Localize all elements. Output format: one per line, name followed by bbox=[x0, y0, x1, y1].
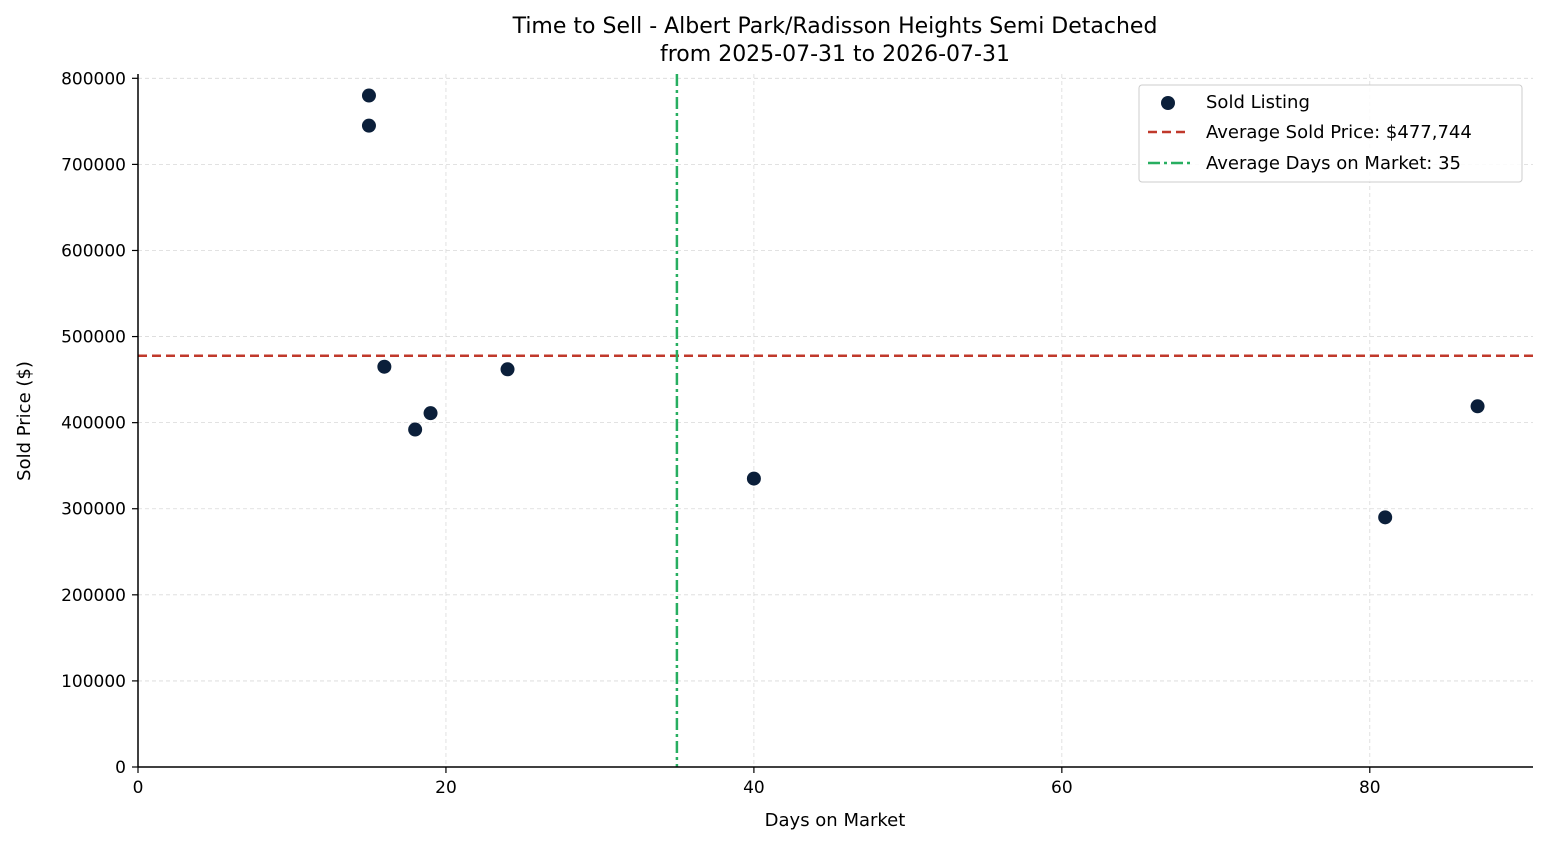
data-points bbox=[361, 88, 1485, 525]
sold-listing-point bbox=[746, 471, 761, 486]
sold-listing-point bbox=[377, 359, 392, 374]
sold-listing-point bbox=[361, 118, 376, 133]
reference-lines bbox=[138, 74, 1533, 767]
y-tick-label: 0 bbox=[115, 758, 126, 778]
y-tick-label: 400000 bbox=[61, 414, 126, 434]
axes bbox=[137, 74, 1533, 768]
x-tick-label: 20 bbox=[435, 778, 457, 798]
legend-label-sold-listing: Sold Listing bbox=[1206, 92, 1310, 113]
y-tick-label: 300000 bbox=[61, 500, 126, 520]
y-axis-label: Sold Price ($) bbox=[14, 361, 35, 481]
sold-listing-point bbox=[423, 406, 438, 421]
legend-label-average-days: Average Days on Market: 35 bbox=[1206, 153, 1461, 174]
sold-listing-point bbox=[1378, 510, 1393, 525]
sold-listing-point bbox=[408, 422, 423, 437]
legend-label-average-price: Average Sold Price: $477,744 bbox=[1206, 122, 1472, 143]
x-tick-label: 0 bbox=[133, 778, 144, 798]
chart-title-line-2: from 2025-07-31 to 2026-07-31 bbox=[660, 42, 1010, 67]
legend: Sold Listing Average Sold Price: $477,74… bbox=[1138, 84, 1523, 183]
y-tick-label: 200000 bbox=[61, 586, 126, 606]
y-tick-label: 600000 bbox=[61, 241, 126, 261]
legend-box bbox=[1138, 84, 1523, 183]
sold-listing-point bbox=[1470, 399, 1485, 414]
x-tick-label: 40 bbox=[743, 778, 765, 798]
y-tick-label: 100000 bbox=[61, 672, 126, 692]
sold-listing-point bbox=[500, 362, 515, 377]
chart-title-line-1: Time to Sell - Albert Park/Radisson Heig… bbox=[512, 14, 1158, 39]
x-axis-ticks: 0 20 40 60 80 bbox=[133, 767, 1381, 798]
sold-listing-point bbox=[361, 88, 376, 103]
y-tick-label: 800000 bbox=[61, 69, 126, 89]
legend-marker-sold-listing bbox=[1161, 96, 1175, 110]
y-axis-ticks: 0 100000 200000 300000 400000 500000 600000 700… bbox=[61, 69, 138, 778]
y-tick-label: 500000 bbox=[61, 328, 126, 348]
x-tick-label: 80 bbox=[1359, 778, 1381, 798]
x-tick-label: 60 bbox=[1051, 778, 1073, 798]
y-tick-label: 700000 bbox=[61, 155, 126, 175]
x-axis-label: Days on Market bbox=[765, 810, 906, 831]
